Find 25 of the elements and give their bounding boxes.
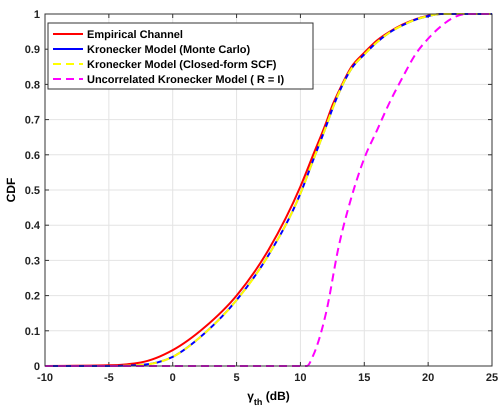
y-tick-label: 0.5 (24, 185, 40, 197)
legend-label: Uncorrelated Kronecker Model ( R = I) (87, 74, 284, 86)
x-tick-label: 5 (234, 372, 240, 384)
x-tick-label: 20 (422, 372, 434, 384)
x-axis-title: γ$_{th}$ (dB) (247, 389, 290, 406)
legend-label: Empirical Channel (87, 29, 183, 41)
y-tick-label: 0.3 (24, 255, 40, 268)
x-tick-label: 10 (294, 372, 307, 384)
y-tick-label: 1 (34, 9, 40, 21)
y-tick-label: 0.1 (24, 326, 40, 338)
x-tick-label: -5 (104, 372, 114, 384)
x-tick-label: -10 (37, 372, 53, 384)
y-tick-label: 0.7 (24, 114, 40, 127)
y-axis-title: CDF (4, 178, 18, 202)
y-tick-label: 0.2 (24, 290, 40, 303)
x-tick-label: 0 (170, 372, 176, 384)
y-tick-label: 0 (34, 361, 40, 373)
y-tick-label: 0.8 (24, 79, 40, 92)
x-tick-label: 25 (486, 372, 498, 384)
y-tick-label: 0.4 (24, 220, 41, 232)
x-tick-label: 15 (358, 372, 370, 384)
y-tick-label: 0.9 (24, 44, 40, 56)
y-tick-label: 0.6 (24, 150, 40, 162)
legend-label: Kronecker Model (Monte Carlo) (87, 44, 251, 56)
legend-label: Kronecker Model (Closed-form SCF) (87, 59, 277, 71)
